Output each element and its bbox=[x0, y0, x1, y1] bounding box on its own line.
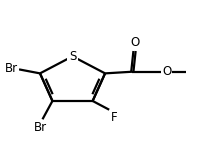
Text: F: F bbox=[111, 110, 118, 123]
Text: O: O bbox=[130, 36, 139, 49]
Text: Br: Br bbox=[34, 121, 47, 134]
Text: O: O bbox=[162, 65, 171, 78]
Text: S: S bbox=[69, 50, 76, 63]
Text: Br: Br bbox=[5, 62, 18, 75]
